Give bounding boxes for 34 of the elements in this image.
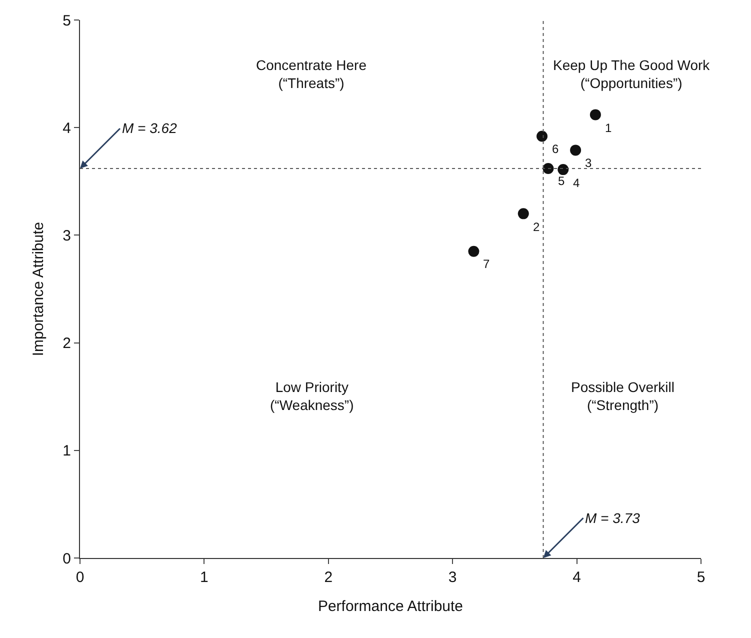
annotation: 7 xyxy=(483,257,490,271)
annotation: 5 xyxy=(558,174,565,188)
annotation: 1 xyxy=(605,121,612,135)
annotation: Low Priority (“Weakness”) xyxy=(270,379,354,414)
annotation: 6 xyxy=(552,142,559,156)
y-tick-label: 2 xyxy=(62,335,71,352)
point xyxy=(590,109,601,120)
point xyxy=(542,162,554,174)
y-tick-label: 5 xyxy=(62,12,71,30)
x-tick-label: 0 xyxy=(76,569,84,586)
annotation: 2 xyxy=(533,220,540,234)
annotation: Possible Overkill (“Strength”) xyxy=(571,379,674,414)
ref-line-label: M = 3.62 xyxy=(122,120,178,136)
annotation: Concentrate Here (“Threats”) xyxy=(256,57,367,92)
x-tick-label: 3 xyxy=(448,569,457,586)
x-tick-label: 2 xyxy=(324,569,333,586)
ref-line-label: M = 3.73 xyxy=(585,510,640,526)
x-tick-label: 5 xyxy=(696,569,706,586)
point xyxy=(570,144,582,156)
x-tick-label: 1 xyxy=(200,569,208,586)
y-tick-label: 4 xyxy=(62,120,71,137)
y-tick-label: 0 xyxy=(62,550,71,568)
point xyxy=(468,246,480,257)
x-tick-label: 4 xyxy=(572,569,581,586)
y-tick-label: 3 xyxy=(62,227,71,244)
point xyxy=(518,208,529,220)
point xyxy=(536,130,548,142)
y-axis-title: Importance Attribute xyxy=(30,222,47,356)
x-axis-title: Performance Attribute xyxy=(318,598,464,615)
annotation: 4 xyxy=(573,176,580,190)
y-tick-label: 1 xyxy=(62,442,71,460)
annotation: Keep Up The Good Work (“Opportunities”) xyxy=(553,57,711,92)
annotation: 3 xyxy=(585,156,592,170)
point xyxy=(558,164,569,176)
